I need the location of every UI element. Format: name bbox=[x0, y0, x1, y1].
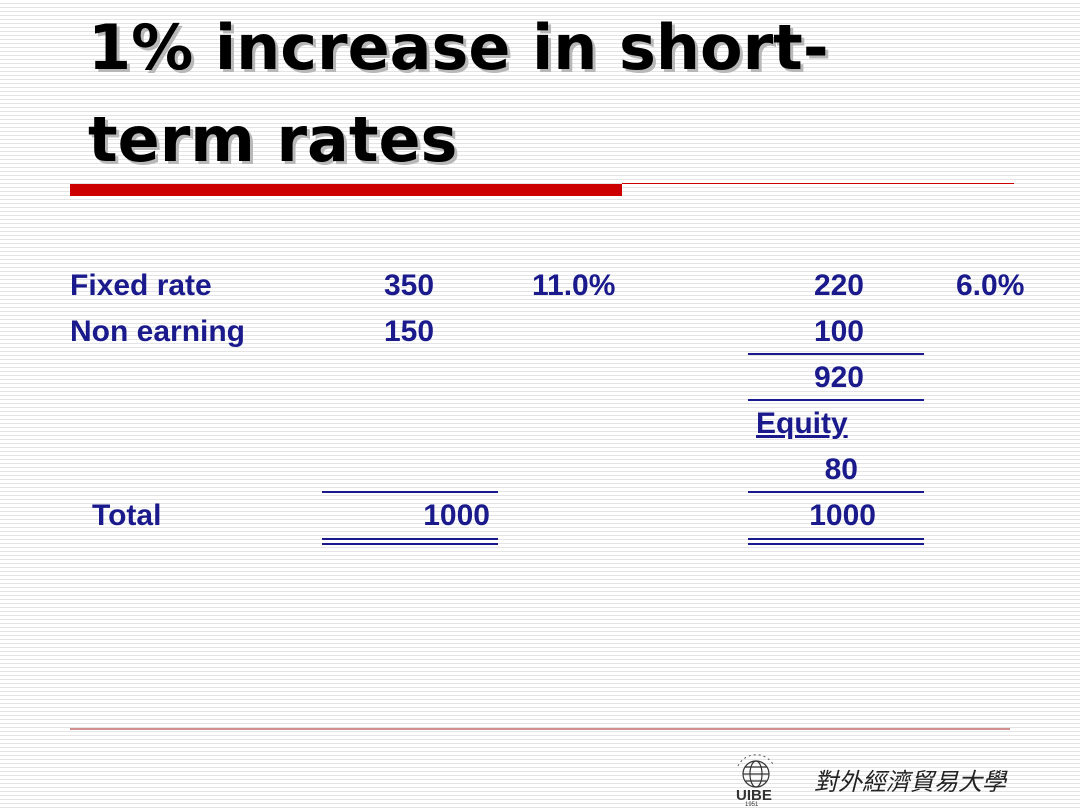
row-label-non-earning: Non earning bbox=[70, 315, 246, 348]
equity-label: Equity bbox=[756, 407, 848, 440]
footer-rule bbox=[70, 728, 1010, 730]
equity-value: 80 bbox=[824, 453, 858, 486]
logo-year: 1951 bbox=[745, 802, 759, 806]
fixed-rate-liability-rate: 6.0% bbox=[956, 269, 1025, 302]
slide-title-line-1: 1% increase in short- bbox=[88, 11, 829, 84]
fixed-rate-liabilities: 220 bbox=[813, 269, 864, 302]
non-earning-assets: 150 bbox=[384, 315, 435, 348]
total-assets: 1000 bbox=[423, 499, 490, 532]
row-label-fixed-rate: Fixed rate bbox=[70, 269, 212, 302]
assets-total-double-rule bbox=[322, 538, 498, 545]
row-label-total: Total bbox=[92, 499, 162, 532]
slide-title: 1% increase in short- term rates bbox=[88, 2, 1048, 186]
assets-total-rule bbox=[322, 491, 498, 493]
university-logo: UIBE 1951 對外經濟貿易大學 bbox=[734, 752, 1024, 808]
logo-calligraphy: 對外經濟貿易大學 bbox=[814, 768, 1008, 796]
fixed-rate-asset-rate: 11.0% bbox=[532, 269, 616, 302]
slide-title-line-2: term rates bbox=[88, 103, 458, 176]
liabilities-total-double-rule bbox=[748, 538, 924, 545]
title-underline-thick bbox=[70, 184, 622, 196]
subtotal-rule bbox=[748, 353, 924, 355]
liabilities-total-rule bbox=[748, 491, 924, 493]
equity-rule bbox=[748, 399, 924, 401]
total-liabilities: 1000 bbox=[809, 499, 876, 532]
logo-abbrev: UIBE bbox=[736, 787, 772, 804]
uibe-emblem-icon: UIBE 1951 對外經濟貿易大學 bbox=[736, 754, 1008, 808]
fixed-rate-assets: 350 bbox=[384, 269, 435, 302]
non-earning-liabilities: 100 bbox=[813, 315, 864, 348]
liabilities-subtotal: 920 bbox=[813, 361, 864, 394]
title-underline-thin bbox=[622, 183, 1014, 184]
